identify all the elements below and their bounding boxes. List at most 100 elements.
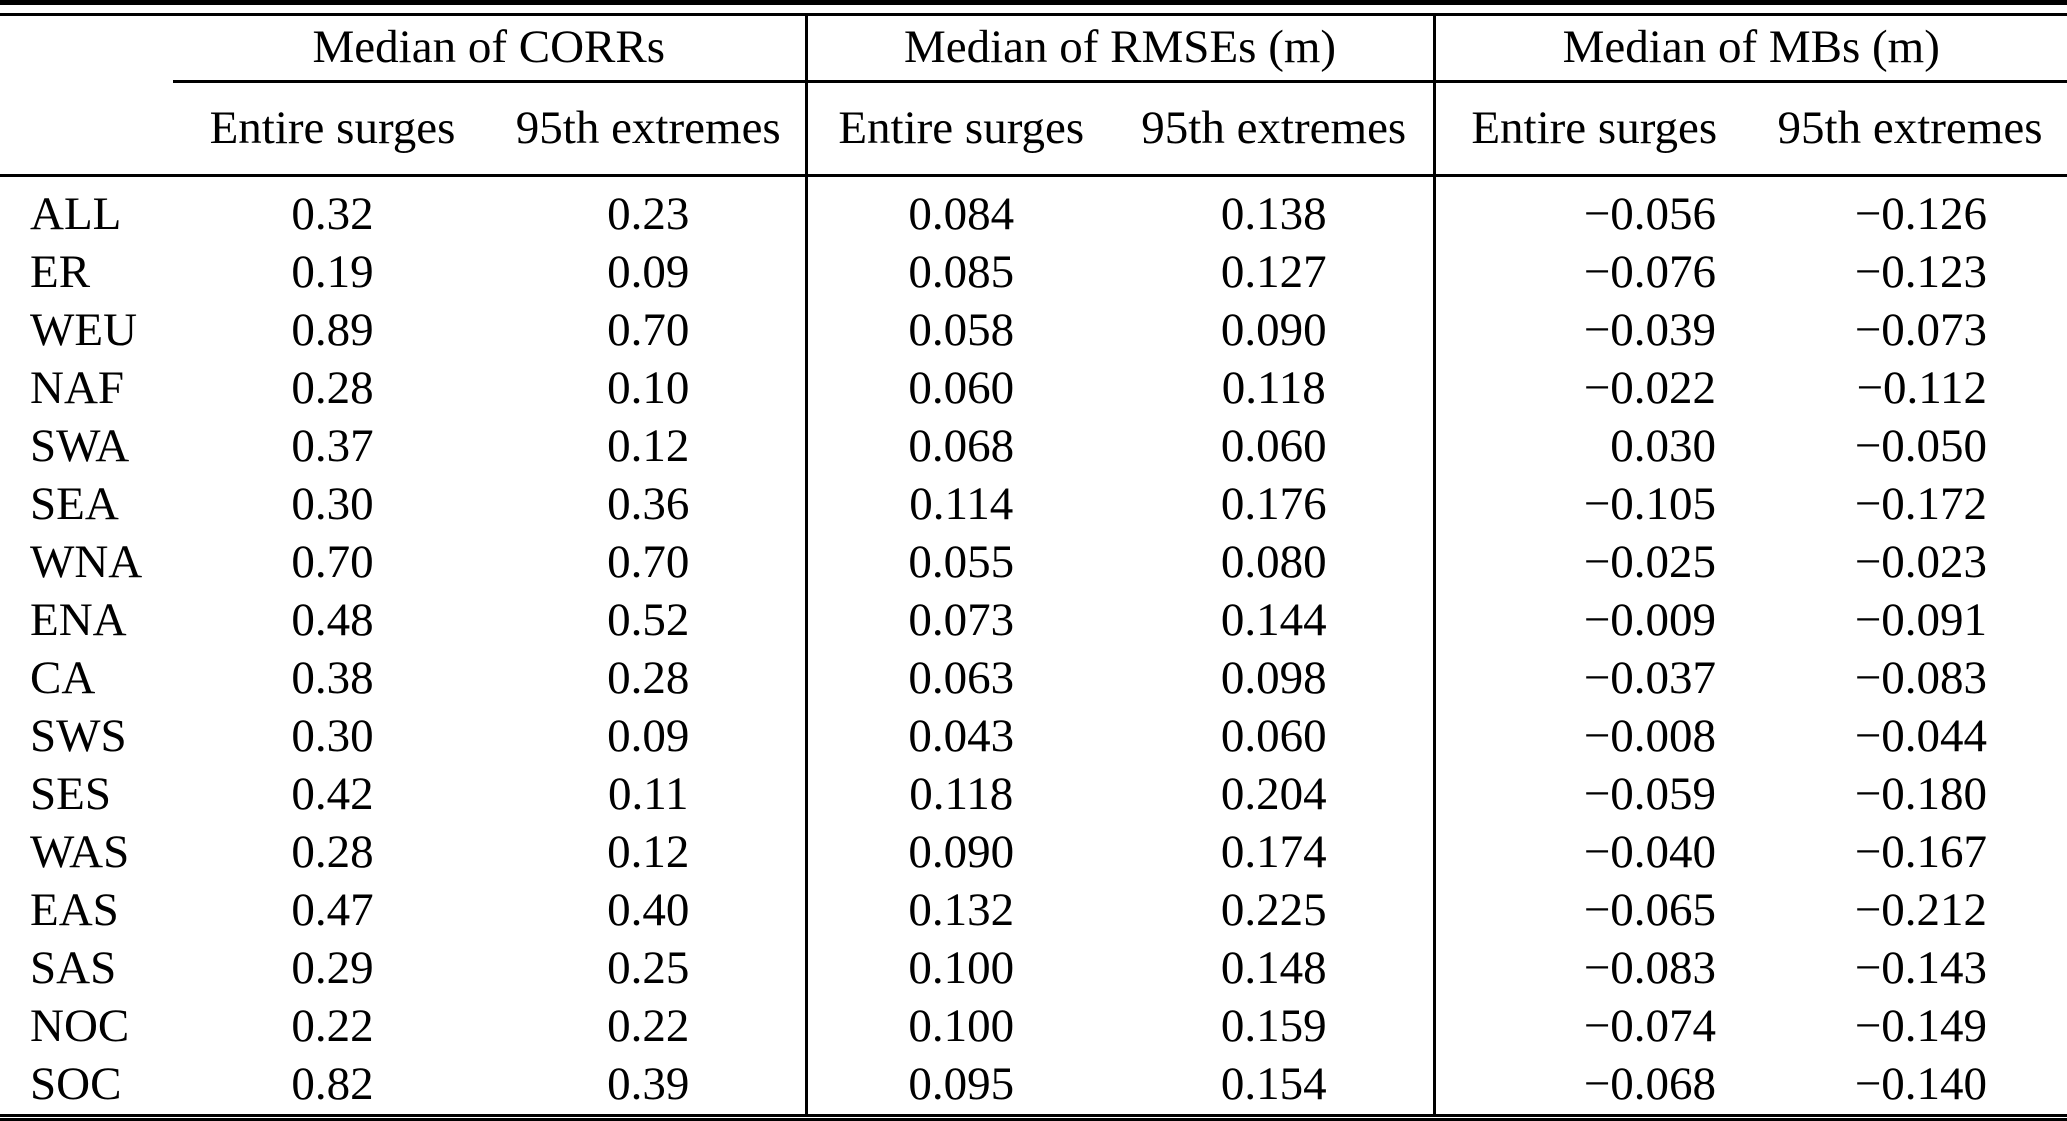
table-row: SES 0.42 0.11 0.118 0.204 −0.059 −0.180 — [0, 766, 2067, 824]
value-cell: −0.025 — [1432, 534, 1753, 592]
value-cell: 0.118 — [1221, 362, 1326, 415]
value-cell: −0.083 — [1854, 652, 1988, 705]
value-cell: 0.100 — [804, 940, 1115, 998]
value-cell: 0.176 — [1220, 478, 1327, 531]
value-cell: 0.48 — [291, 594, 374, 647]
value-cell: 0.09 — [607, 246, 690, 299]
value-cell: 0.40 — [607, 884, 690, 937]
value-cell: −0.009 — [1432, 592, 1753, 650]
value-cell: 0.030 — [1432, 418, 1753, 476]
table-row: WEU 0.89 0.70 0.058 0.090 −0.039 −0.073 — [0, 302, 2067, 360]
region-label: WEU — [30, 304, 138, 357]
value-cell: 0.144 — [1220, 594, 1327, 647]
value-cell: 0.055 — [804, 534, 1115, 592]
region-label: SES — [30, 768, 111, 821]
value-cell: 0.30 — [291, 710, 374, 763]
sub-header-row: Entire surges 95th extremes Entire surge… — [0, 81, 2067, 177]
table-row: SWA 0.37 0.12 0.068 0.060 0.030 −0.050 — [0, 418, 2067, 476]
group-header-mbs: Median of MBs (m) — [1432, 14, 2067, 83]
value-cell: 0.225 — [1220, 884, 1327, 937]
table-row: ER 0.19 0.09 0.085 0.127 −0.076 −0.123 — [0, 244, 2067, 302]
value-cell: 0.098 — [1220, 652, 1327, 705]
value-cell: 0.060 — [1220, 710, 1327, 763]
value-cell: 0.085 — [804, 244, 1115, 302]
value-cell: 0.063 — [804, 650, 1115, 708]
value-cell: 0.28 — [291, 362, 374, 415]
value-cell: 0.28 — [291, 826, 374, 879]
value-cell: 0.080 — [1220, 536, 1327, 589]
value-cell: −0.008 — [1432, 708, 1753, 766]
top-thick-rule — [0, 0, 2067, 5]
value-cell: 0.090 — [804, 824, 1115, 882]
value-cell: −0.105 — [1432, 476, 1753, 534]
value-cell: 0.37 — [291, 420, 374, 473]
corner-cell — [0, 81, 173, 177]
region-label: ER — [30, 246, 91, 299]
region-label: ALL — [30, 188, 122, 241]
value-cell: −0.149 — [1854, 1000, 1988, 1053]
value-cell: −0.056 — [1432, 175, 1753, 244]
value-cell: 0.148 — [1220, 942, 1327, 995]
region-label: EAS — [30, 884, 119, 937]
subheader-corrs-entire: Entire surges — [173, 81, 492, 177]
value-cell: 0.073 — [804, 592, 1115, 650]
value-cell: −0.044 — [1854, 710, 1988, 763]
value-cell: 0.127 — [1220, 246, 1327, 299]
value-cell: 0.52 — [607, 594, 690, 647]
region-label: SAS — [30, 942, 117, 995]
value-cell: 0.159 — [1220, 1000, 1327, 1053]
value-cell: 0.36 — [607, 478, 690, 531]
value-cell: 0.89 — [291, 304, 374, 357]
table-row: SOC 0.82 0.39 0.095 0.154 −0.068 −0.140 — [0, 1056, 2067, 1116]
value-cell: −0.037 — [1432, 650, 1753, 708]
value-cell: 0.38 — [291, 652, 374, 705]
value-cell: 0.043 — [804, 708, 1115, 766]
value-cell: 0.100 — [804, 998, 1115, 1056]
region-label: SOC — [30, 1058, 122, 1111]
value-cell: 0.068 — [804, 418, 1115, 476]
value-cell: −0.050 — [1854, 420, 1988, 473]
value-cell: 0.132 — [804, 882, 1115, 940]
value-cell: −0.091 — [1854, 594, 1988, 647]
value-cell: 0.28 — [607, 652, 690, 705]
subheader-rmses-95th: 95th extremes — [1115, 81, 1434, 177]
value-cell: −0.023 — [1854, 536, 1988, 589]
region-label: CA — [30, 652, 96, 705]
value-cell: 0.47 — [291, 884, 374, 937]
value-cell: 0.060 — [1220, 420, 1327, 473]
region-label: SWA — [30, 420, 130, 473]
value-cell: −0.212 — [1854, 884, 1988, 937]
value-cell: −0.140 — [1854, 1058, 1988, 1111]
value-cell: 0.30 — [291, 478, 374, 531]
value-cell: 0.19 — [291, 246, 374, 299]
value-cell: −0.074 — [1432, 998, 1753, 1056]
table-row: WAS 0.28 0.12 0.090 0.174 −0.040 −0.167 — [0, 824, 2067, 882]
value-cell: 0.118 — [804, 766, 1115, 824]
value-cell: 0.060 — [804, 360, 1115, 418]
table-body: ALL 0.32 0.23 0.084 0.138 −0.056 −0.126 ER 0.19 0… — [0, 175, 2067, 1116]
region-label: WNA — [30, 536, 143, 589]
value-cell: 0.25 — [607, 942, 690, 995]
value-cell: −0.059 — [1432, 766, 1753, 824]
value-cell: 0.12 — [607, 826, 690, 879]
region-label: SWS — [30, 710, 127, 763]
subheader-corrs-95th: 95th extremes — [492, 81, 806, 177]
value-cell: −0.126 — [1854, 188, 1988, 241]
table-row: ALL 0.32 0.23 0.084 0.138 −0.056 −0.126 — [0, 175, 2067, 244]
subheader-mbs-95th: 95th extremes — [1753, 81, 2067, 177]
value-cell: 0.29 — [291, 942, 374, 995]
value-cell: 0.114 — [804, 476, 1115, 534]
subheader-rmses-entire: Entire surges — [804, 81, 1115, 177]
table-row: ENA 0.48 0.52 0.073 0.144 −0.009 −0.091 — [0, 592, 2067, 650]
value-cell: −0.167 — [1854, 826, 1988, 879]
value-cell: 0.10 — [607, 362, 690, 415]
value-cell: −0.143 — [1854, 942, 1988, 995]
value-cell: 0.70 — [607, 304, 690, 357]
table-row: WNA 0.70 0.70 0.055 0.080 −0.025 −0.023 — [0, 534, 2067, 592]
value-cell: −0.040 — [1432, 824, 1753, 882]
value-cell: −0.065 — [1432, 882, 1753, 940]
table-row: NAF 0.28 0.10 0.060 0.118 −0.022 −0.112 — [0, 360, 2067, 418]
value-cell: −0.083 — [1432, 940, 1753, 998]
value-cell: 0.174 — [1220, 826, 1327, 879]
value-cell: 0.084 — [804, 175, 1115, 244]
